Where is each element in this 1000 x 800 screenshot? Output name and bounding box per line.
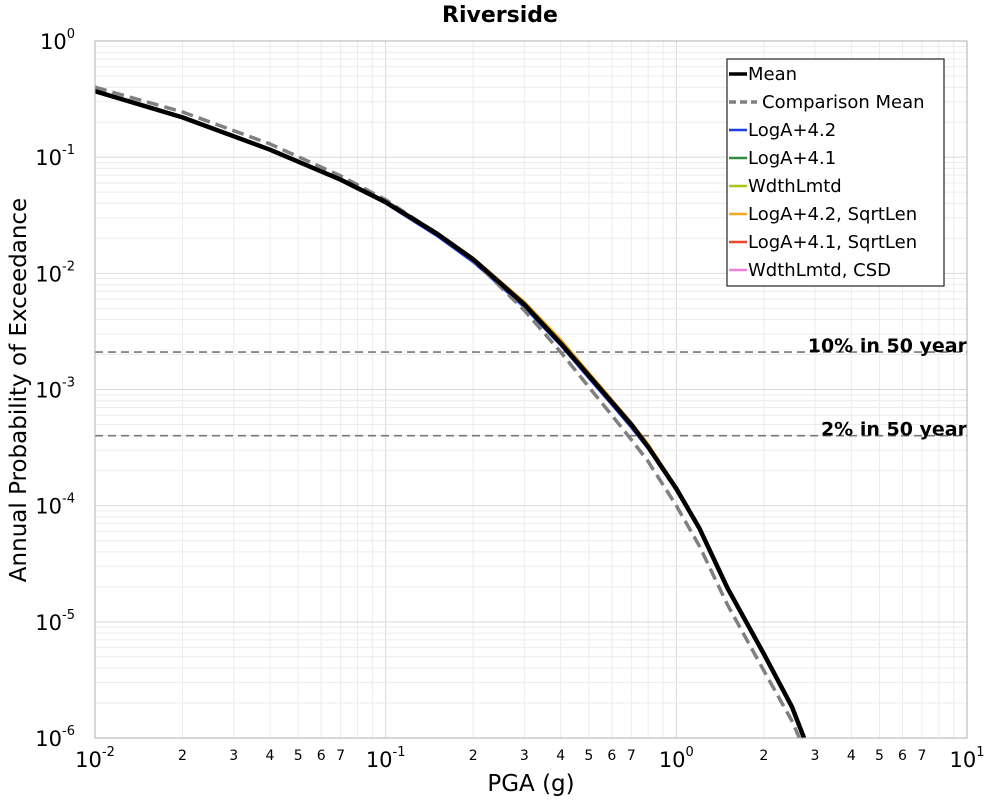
series-line <box>94 89 806 739</box>
reference-line-label: 10% in 50 year <box>808 335 968 357</box>
series-line <box>94 89 807 739</box>
y-tick-label: 10-6 <box>35 724 75 751</box>
series-line <box>94 89 806 739</box>
x-minor-tick-label: 6 <box>898 748 907 764</box>
x-minor-tick-label: 3 <box>229 748 238 764</box>
y-tick-label: 10-5 <box>35 608 75 635</box>
legend-box <box>726 58 945 287</box>
x-minor-tick-label: 2 <box>178 748 187 764</box>
series-lines <box>94 85 807 739</box>
series-line <box>94 85 801 739</box>
legend-label: LogA+4.1 <box>748 148 836 169</box>
legend-label: Comparison Mean <box>762 92 925 113</box>
x-tick-label: 101 <box>949 745 984 772</box>
legend-label: Mean <box>748 64 797 85</box>
series-line <box>94 89 806 739</box>
y-axis-ticks: 100 10-1 10-2 10-3 10-4 10-5 10-6 <box>35 27 75 751</box>
x-minor-tick-label: 5 <box>294 748 303 764</box>
y-axis-label: Annual Probability of Exceedance <box>6 198 32 582</box>
grid <box>94 41 967 739</box>
x-minor-tick-label: 5 <box>875 748 884 764</box>
y-tick-label: 10-2 <box>35 259 75 286</box>
series-line <box>94 89 806 739</box>
x-minor-tick-label: 6 <box>607 748 616 764</box>
reference-lines: 10% in 50 year 2% in 50 year <box>95 335 968 441</box>
plot-frame <box>94 40 968 739</box>
x-minor-tick-label: 4 <box>847 748 856 764</box>
legend-label: WdthLmtd, CSD <box>748 260 891 281</box>
x-minor-tick-label: 2 <box>759 748 768 764</box>
x-tick-label: 10-1 <box>366 745 406 772</box>
x-minor-tick-label: 3 <box>811 748 820 764</box>
x-minor-tick-label: 6 <box>317 748 326 764</box>
y-tick-label: 10-3 <box>35 376 75 403</box>
y-tick-label: 10-4 <box>35 492 75 519</box>
legend-label: LogA+4.1, SqrtLen <box>748 232 917 253</box>
x-minor-tick-label: 4 <box>266 748 275 764</box>
x-minor-tick-label: 2 <box>469 748 478 764</box>
x-minor-tick-label: 7 <box>918 748 927 764</box>
y-tick-label: 10-1 <box>35 143 75 170</box>
legend-label: LogA+4.2 <box>748 120 836 141</box>
legend-label: LogA+4.2, SqrtLen <box>748 204 917 225</box>
x-minor-tick-label: 4 <box>556 748 565 764</box>
x-minor-tick-label: 7 <box>627 748 636 764</box>
legend: Mean Comparison Mean LogA+4.2 LogA+4.1 WdthL… <box>726 58 945 287</box>
x-tick-label: 100 <box>659 745 694 772</box>
x-minor-tick-label: 3 <box>520 748 529 764</box>
y-tick-label: 100 <box>40 27 75 54</box>
x-axis-label: PGA (g) <box>487 771 574 797</box>
x-minor-tick-label: 5 <box>584 748 593 764</box>
x-minor-tick-label: 7 <box>336 748 345 764</box>
series-line <box>94 89 806 739</box>
series-line <box>94 89 806 739</box>
chart-title: Riverside <box>442 3 558 28</box>
x-tick-label: 10-2 <box>75 745 115 772</box>
legend-label: WdthLmtd <box>748 176 842 197</box>
reference-line-label: 2% in 50 year <box>821 419 968 441</box>
